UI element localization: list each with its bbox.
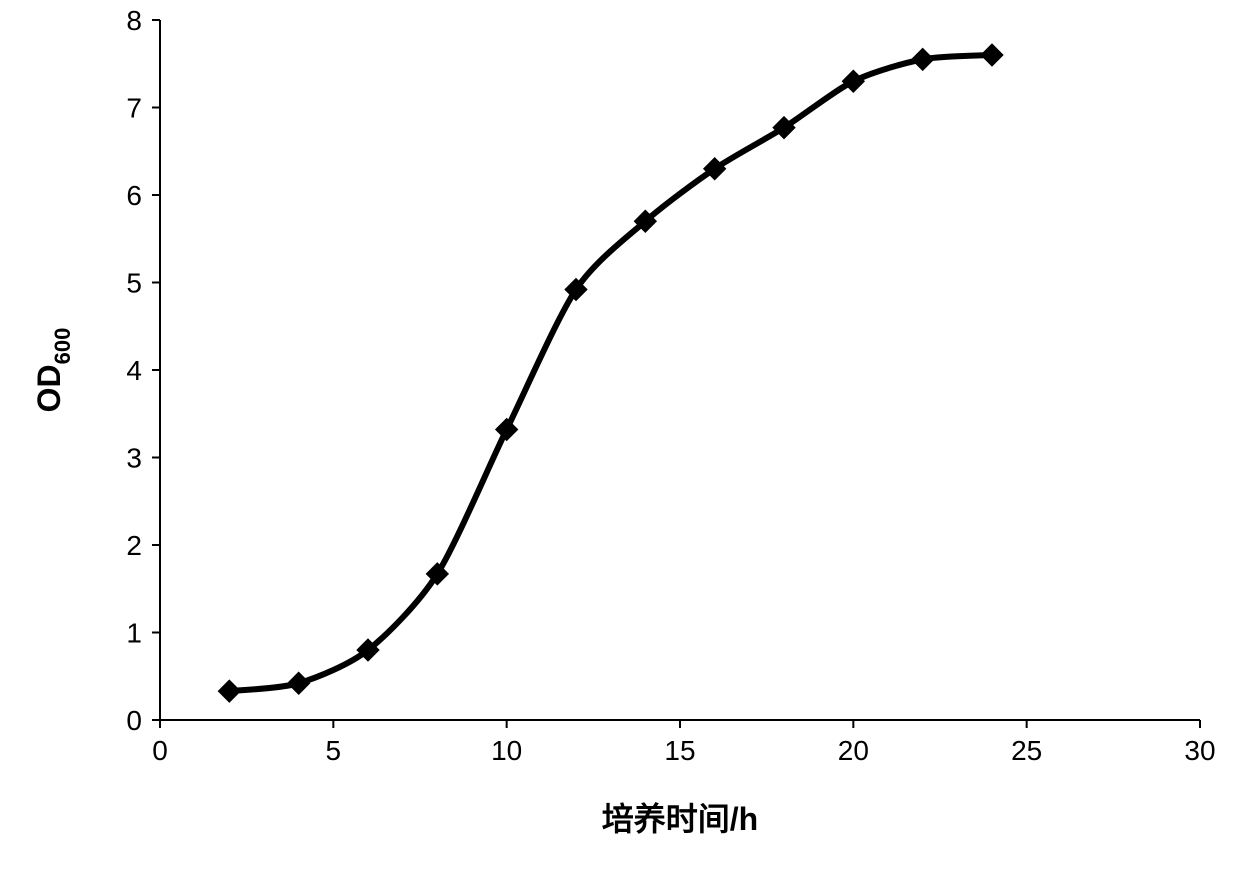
svg-text:OD600: OD600: [31, 328, 75, 413]
y-tick-label: 2: [126, 530, 142, 561]
y-tick-label: 7: [126, 93, 142, 124]
data-marker: [218, 680, 240, 702]
x-tick-label: 5: [326, 735, 342, 766]
y-tick-label: 0: [126, 705, 142, 736]
data-marker: [912, 48, 934, 70]
y-tick-label: 8: [126, 5, 142, 36]
x-axis-title: 培养时间/h: [602, 801, 758, 837]
x-tick-label: 15: [664, 735, 695, 766]
x-tick-label: 30: [1184, 735, 1215, 766]
y-tick-label: 4: [126, 355, 142, 386]
y-tick-label: 6: [126, 180, 142, 211]
data-line: [229, 55, 992, 691]
x-tick-label: 20: [838, 735, 869, 766]
x-tick-label: 0: [152, 735, 168, 766]
data-marker: [981, 44, 1003, 66]
data-marker: [496, 419, 518, 441]
x-tick-label: 25: [1011, 735, 1042, 766]
x-tick-label: 10: [491, 735, 522, 766]
y-axis-title: OD600: [31, 328, 75, 413]
growth-curve-chart: 0 1 2 3 4 5 6 7 8 0 5 10 15 20 25 30 OD600 培养时间/h: [0, 0, 1242, 896]
data-marker: [288, 672, 310, 694]
y-tick-label: 3: [126, 443, 142, 474]
y-tick-label: 1: [126, 618, 142, 649]
y-tick-label: 5: [126, 268, 142, 299]
chart-svg: 0 1 2 3 4 5 6 7 8 0 5 10 15 20 25 30 OD600 培养时间/h: [0, 0, 1242, 896]
